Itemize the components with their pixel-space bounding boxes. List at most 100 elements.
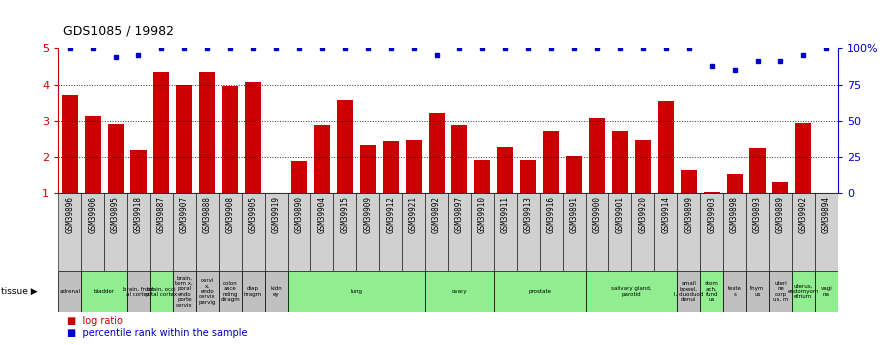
- Text: prostate: prostate: [529, 289, 551, 294]
- Text: salivary gland,
parotid: salivary gland, parotid: [611, 286, 651, 297]
- Text: GSM39918: GSM39918: [134, 196, 143, 233]
- Bar: [746, 193, 769, 271]
- Bar: [700, 193, 723, 271]
- Bar: [539, 193, 563, 271]
- Bar: [196, 271, 219, 312]
- Text: GSM39903: GSM39903: [707, 196, 716, 233]
- Bar: [264, 271, 288, 312]
- Text: GSM39909: GSM39909: [363, 196, 372, 233]
- Bar: [337, 100, 353, 193]
- Bar: [425, 271, 494, 312]
- Bar: [131, 150, 147, 193]
- Text: GSM39911: GSM39911: [501, 196, 510, 233]
- Bar: [104, 193, 127, 271]
- Text: GSM39910: GSM39910: [478, 196, 487, 233]
- Bar: [425, 193, 448, 271]
- Text: brain, occi
pital cortex: brain, occi pital cortex: [146, 286, 177, 297]
- Text: GSM39889: GSM39889: [776, 196, 785, 233]
- Text: GSM39913: GSM39913: [524, 196, 533, 233]
- Text: uteri
ne
corp
us, m: uteri ne corp us, m: [772, 281, 788, 302]
- Text: GSM39906: GSM39906: [88, 196, 97, 233]
- Bar: [586, 271, 677, 312]
- Text: GSM39919: GSM39919: [271, 196, 280, 233]
- Bar: [288, 193, 310, 271]
- Text: colon
asce
nding
diragm: colon asce nding diragm: [220, 281, 240, 302]
- Text: kidn
ey: kidn ey: [271, 286, 282, 297]
- Bar: [586, 193, 608, 271]
- Text: GSM39914: GSM39914: [661, 196, 670, 233]
- Bar: [219, 271, 242, 312]
- Bar: [310, 193, 333, 271]
- Bar: [792, 271, 814, 312]
- Bar: [452, 126, 468, 193]
- Bar: [677, 193, 700, 271]
- Bar: [314, 125, 330, 193]
- Bar: [82, 193, 104, 271]
- Text: GSM39915: GSM39915: [340, 196, 349, 233]
- Bar: [177, 85, 193, 193]
- Text: GSM39905: GSM39905: [248, 196, 258, 233]
- Bar: [792, 193, 814, 271]
- Text: GSM39892: GSM39892: [432, 196, 441, 233]
- Text: lung: lung: [350, 289, 362, 294]
- Bar: [196, 193, 219, 271]
- Bar: [700, 271, 723, 312]
- Bar: [796, 122, 812, 193]
- Bar: [521, 160, 537, 193]
- Bar: [333, 193, 357, 271]
- Text: teste
s: teste s: [728, 286, 742, 297]
- Text: GSM39896: GSM39896: [65, 196, 74, 233]
- Bar: [612, 130, 628, 193]
- Bar: [814, 193, 838, 271]
- Bar: [677, 271, 700, 312]
- Text: ■  percentile rank within the sample: ■ percentile rank within the sample: [67, 328, 247, 338]
- Text: GSM39902: GSM39902: [799, 196, 808, 233]
- Bar: [589, 118, 605, 193]
- Bar: [264, 193, 288, 271]
- Bar: [127, 271, 150, 312]
- Text: GDS1085 / 19982: GDS1085 / 19982: [63, 25, 174, 38]
- Bar: [402, 193, 425, 271]
- Text: GSM39888: GSM39888: [202, 196, 211, 233]
- Bar: [108, 124, 124, 193]
- Bar: [291, 161, 307, 193]
- Text: brain,
tem x,
poral
endo
porte
cervix: brain, tem x, poral endo porte cervix: [176, 276, 194, 307]
- Bar: [222, 86, 238, 193]
- Bar: [474, 159, 490, 193]
- Bar: [635, 140, 650, 193]
- Bar: [173, 193, 196, 271]
- Text: cervi
x,
endo
cervix
pervig: cervi x, endo cervix pervig: [199, 278, 216, 305]
- Bar: [497, 147, 513, 193]
- Bar: [199, 72, 215, 193]
- Bar: [543, 131, 559, 193]
- Bar: [357, 193, 379, 271]
- Bar: [82, 271, 127, 312]
- Text: GSM39899: GSM39899: [685, 196, 694, 233]
- Bar: [654, 193, 677, 271]
- Bar: [471, 193, 494, 271]
- Bar: [242, 193, 264, 271]
- Bar: [814, 271, 838, 312]
- Bar: [494, 193, 517, 271]
- Bar: [494, 271, 586, 312]
- Bar: [566, 156, 582, 193]
- Text: GSM39893: GSM39893: [753, 196, 762, 233]
- Bar: [58, 271, 82, 312]
- Text: ■  log ratio: ■ log ratio: [67, 316, 123, 326]
- Text: GSM39908: GSM39908: [226, 196, 235, 233]
- Bar: [632, 193, 654, 271]
- Bar: [406, 140, 422, 193]
- Text: stom
ach,
fund
us: stom ach, fund us: [705, 281, 719, 302]
- Bar: [563, 193, 586, 271]
- Text: ovary: ovary: [452, 289, 468, 294]
- Text: GSM39887: GSM39887: [157, 196, 166, 233]
- Bar: [723, 193, 746, 271]
- Bar: [127, 193, 150, 271]
- Bar: [723, 271, 746, 312]
- Bar: [58, 193, 82, 271]
- Bar: [727, 174, 743, 193]
- Bar: [746, 271, 769, 312]
- Bar: [681, 170, 697, 193]
- Text: GSM39916: GSM39916: [547, 196, 556, 233]
- Bar: [173, 271, 196, 312]
